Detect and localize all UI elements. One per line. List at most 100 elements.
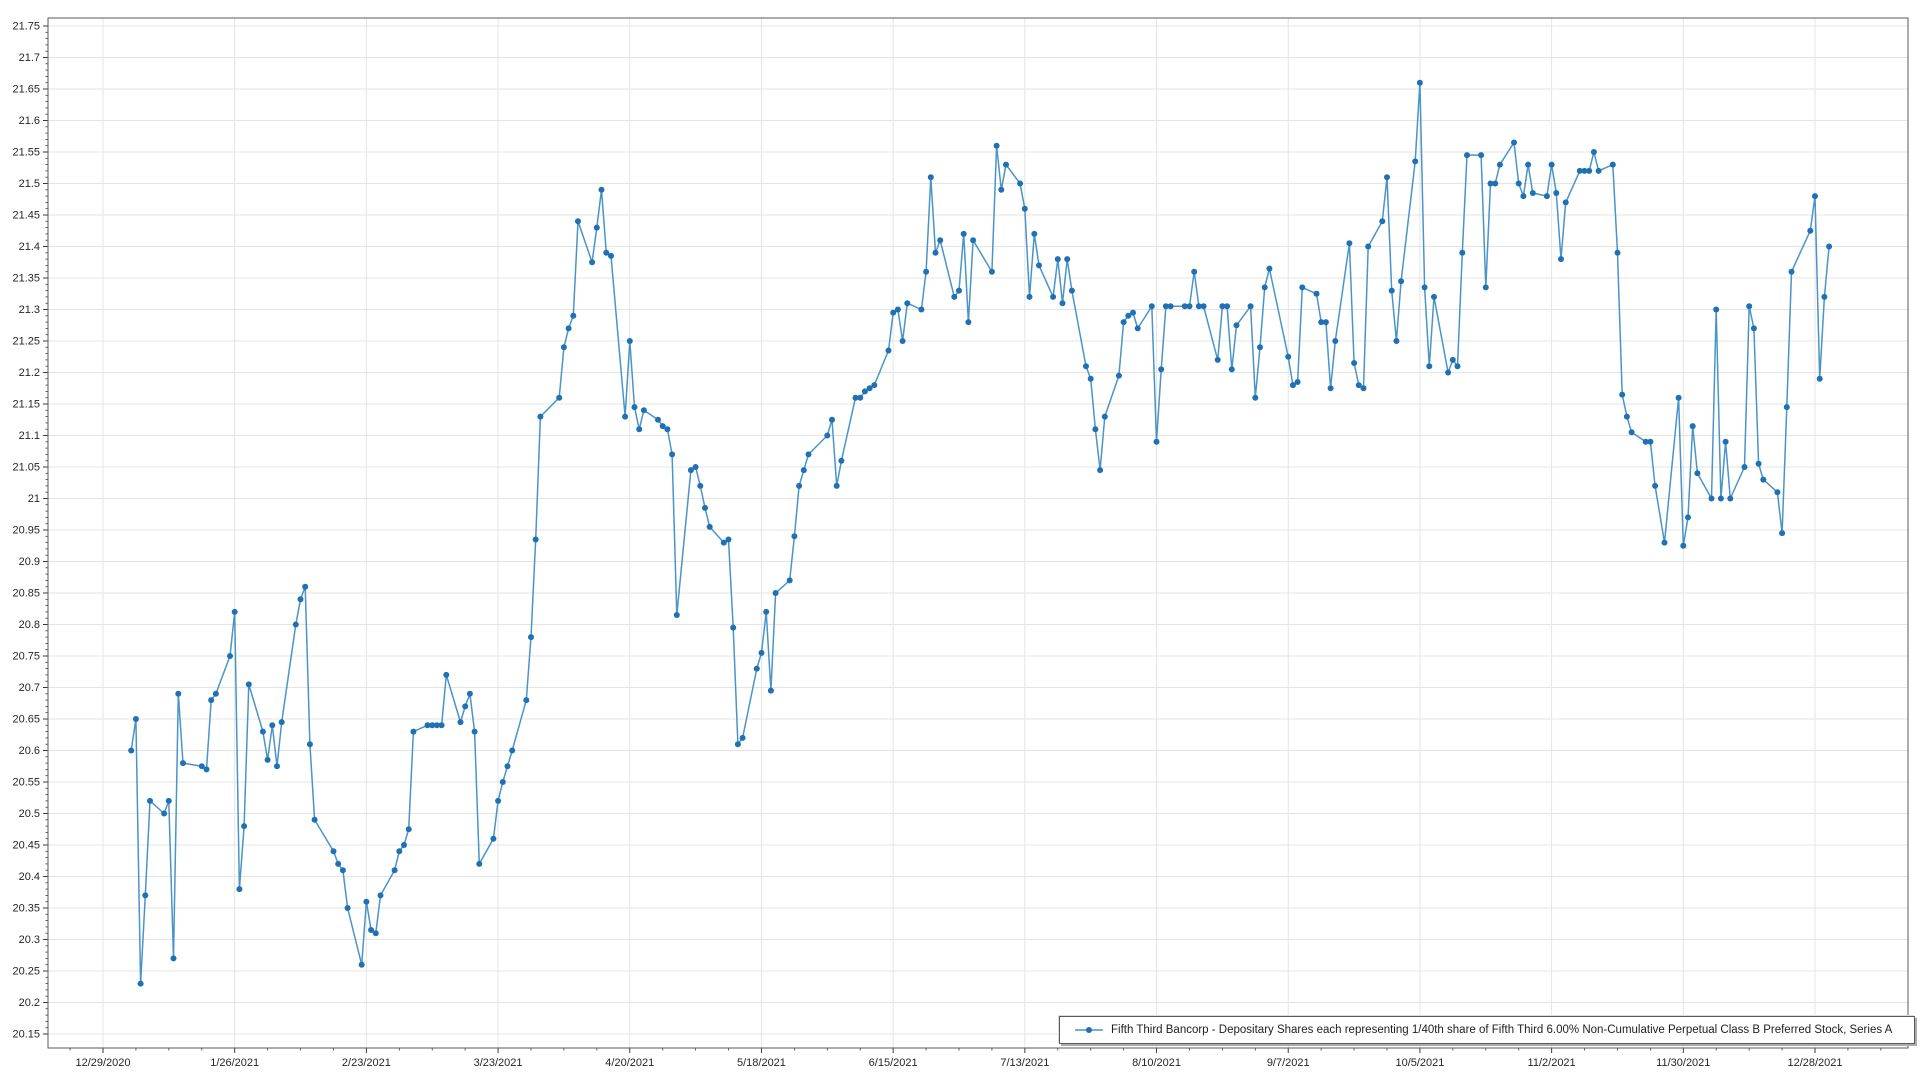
data-point-marker xyxy=(1191,268,1198,275)
data-point-marker xyxy=(203,766,210,773)
data-point-marker xyxy=(1750,325,1757,332)
data-point-marker xyxy=(368,927,375,933)
data-point-marker xyxy=(396,848,403,855)
data-point-marker xyxy=(132,716,139,722)
data-point-marker xyxy=(1064,256,1071,263)
data-point-marker xyxy=(1412,158,1419,165)
data-point-marker xyxy=(890,309,897,316)
data-point-marker xyxy=(1219,303,1226,310)
data-point-marker xyxy=(1783,404,1790,411)
data-point-marker xyxy=(796,482,803,489)
data-point-marker xyxy=(372,930,379,937)
data-point-marker xyxy=(1689,423,1696,430)
data-point-marker xyxy=(1722,438,1729,445)
data-point-marker xyxy=(1478,152,1485,159)
data-point-marker xyxy=(1520,193,1527,200)
data-point-marker xyxy=(1562,199,1569,206)
data-point-marker xyxy=(1741,464,1748,470)
data-point-marker xyxy=(457,719,464,726)
data-point-marker xyxy=(1125,312,1132,319)
data-point-marker xyxy=(471,728,478,735)
y-axis-label: 21 xyxy=(28,493,40,505)
data-point-marker xyxy=(730,624,737,631)
data-point-marker xyxy=(1652,482,1659,489)
data-point-marker xyxy=(1454,363,1461,370)
data-point-marker xyxy=(1224,303,1231,310)
data-point-marker xyxy=(636,426,643,433)
data-point-marker xyxy=(1257,344,1263,351)
data-point-marker xyxy=(495,797,502,804)
data-point-marker xyxy=(1153,438,1160,445)
y-axis-label: 21.6 xyxy=(19,115,40,127)
data-point-marker xyxy=(523,697,530,704)
y-axis-label: 20.25 xyxy=(12,966,40,978)
data-point-marker xyxy=(311,816,318,823)
data-point-marker xyxy=(706,523,713,530)
data-point-marker xyxy=(1101,413,1108,420)
x-axis-label: 6/15/2021 xyxy=(869,1057,918,1069)
data-point-marker xyxy=(1346,240,1353,247)
data-point-marker xyxy=(231,608,238,615)
data-point-marker xyxy=(147,797,153,804)
data-point-marker xyxy=(697,482,704,489)
data-point-marker xyxy=(259,728,266,735)
data-point-marker xyxy=(198,763,205,770)
data-point-marker xyxy=(499,779,506,785)
y-axis-label: 20.3 xyxy=(19,934,40,946)
data-point-marker xyxy=(1134,325,1141,332)
data-point-marker xyxy=(532,536,539,543)
data-point-marker xyxy=(1487,180,1494,187)
data-point-marker xyxy=(1529,190,1536,196)
data-point-marker xyxy=(655,416,661,423)
data-point-marker xyxy=(1431,293,1437,300)
data-point-marker xyxy=(165,797,172,804)
legend-series-marker-icon xyxy=(1075,1027,1103,1033)
data-point-marker xyxy=(1445,369,1452,376)
data-point-marker xyxy=(1647,438,1654,445)
data-point-marker xyxy=(805,451,812,458)
data-point-marker xyxy=(401,842,407,848)
data-point-marker xyxy=(1482,284,1489,291)
data-point-marker xyxy=(956,287,962,294)
series-line xyxy=(130,81,1830,985)
data-point-marker xyxy=(1036,262,1042,269)
x-axis-label: 9/7/2021 xyxy=(1267,1057,1310,1069)
data-point-marker xyxy=(1017,180,1024,187)
x-axis-label: 3/23/2021 xyxy=(474,1057,523,1069)
data-point-marker xyxy=(631,404,638,411)
data-point-marker xyxy=(438,722,445,729)
data-point-marker xyxy=(829,416,835,423)
data-point-marker xyxy=(1515,180,1522,187)
data-point-marker xyxy=(1581,167,1588,174)
data-point-marker xyxy=(1252,394,1259,401)
data-point-marker xyxy=(1087,375,1094,382)
data-point-marker xyxy=(245,681,252,688)
data-point-marker xyxy=(1675,394,1682,401)
data-point-marker xyxy=(593,224,600,231)
data-point-marker xyxy=(560,344,567,351)
data-point-marker xyxy=(1318,319,1325,326)
data-point-marker xyxy=(1807,227,1814,234)
data-point-marker xyxy=(1496,161,1503,168)
x-axis-label: 5/18/2021 xyxy=(737,1057,786,1069)
data-point-marker xyxy=(753,665,760,672)
y-axis-label: 21.1 xyxy=(19,430,40,442)
y-axis-label: 21.55 xyxy=(12,147,40,159)
data-point-marker xyxy=(1162,303,1169,310)
data-point-marker xyxy=(970,237,977,244)
data-point-marker xyxy=(1327,385,1334,392)
legend: Fifth Third Bancorp - Depositary Shares … xyxy=(1059,1016,1915,1044)
data-point-marker xyxy=(212,690,219,697)
data-point-marker xyxy=(603,249,610,256)
data-point-marker xyxy=(1214,356,1221,363)
data-point-marker xyxy=(899,338,906,344)
data-point-marker xyxy=(335,860,342,867)
data-point-marker xyxy=(1294,379,1301,385)
data-point-marker xyxy=(1003,161,1009,168)
data-point-marker xyxy=(669,451,676,458)
data-point-marker xyxy=(951,293,958,300)
data-point-marker xyxy=(570,312,577,319)
y-axis-label: 21.65 xyxy=(12,84,40,96)
data-point-marker xyxy=(1680,542,1687,549)
data-point-marker xyxy=(861,388,868,395)
